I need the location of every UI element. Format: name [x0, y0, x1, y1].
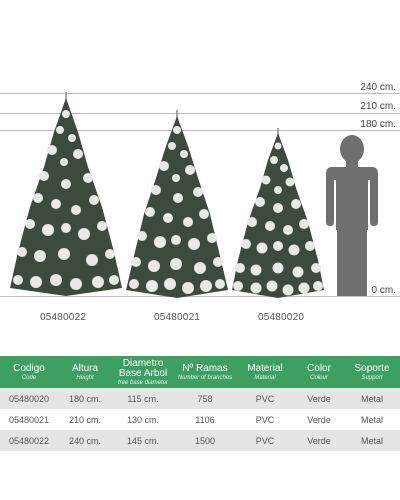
tree-code-05480021: 05480021 [154, 312, 201, 323]
header-diametro: Diametro Base Arbol tree base diameter [112, 356, 174, 388]
cell-height: 240 cm. [58, 430, 112, 451]
scale-line-180 [0, 130, 400, 131]
scale-label-210: 210 cm. [360, 101, 396, 112]
cell-color: Verde [294, 409, 344, 430]
cell-support: Metal [344, 409, 400, 430]
header-label: Altura [71, 363, 99, 374]
scale-label-180: 180 cm. [360, 119, 396, 130]
cell-code: 05480020 [0, 388, 58, 409]
header-soporte: Soporte Support [344, 356, 400, 388]
table-row: 05480020 180 cm. 115 cm. 758 PVC Verde M… [0, 388, 400, 409]
header-sublabel: Colour [310, 375, 328, 381]
cell-height: 210 cm. [58, 409, 112, 430]
table-row: 05480021 210 cm. 130 cm. 1106 PVC Verde … [0, 409, 400, 430]
cell-color: Verde [294, 430, 344, 451]
header-altura: Altura Height [58, 356, 112, 388]
header-sublabel: Material [254, 375, 276, 381]
header-sublabel: Code [21, 375, 37, 381]
cell-material: PVC [236, 388, 294, 409]
tree-code-05480022: 05480022 [40, 312, 87, 323]
header-sublabel: Support [361, 375, 383, 381]
cell-diameter: 145 cm. [112, 430, 174, 451]
human-silhouette-icon [326, 135, 378, 296]
cell-diameter: 115 cm. [112, 388, 174, 409]
header-label: Diametro Base Arbol [118, 358, 168, 379]
header-label: Nº Ramas [182, 363, 228, 374]
scale-label-240: 240 cm. [360, 82, 396, 93]
specification-table: Codigo Code Altura Height Diametro Base … [0, 356, 400, 451]
header-codigo: Codigo Code [0, 356, 58, 388]
scale-line-240 [0, 93, 400, 94]
christmas-tree-image [10, 92, 122, 296]
cell-code: 05480021 [0, 409, 58, 430]
cell-support: Metal [344, 388, 400, 409]
scale-line-0 [0, 296, 400, 297]
christmas-tree-image [126, 110, 228, 298]
table-header-row: Codigo Code Altura Height Diametro Base … [0, 356, 400, 388]
header-label: Soporte [354, 363, 390, 374]
cell-color: Verde [294, 388, 344, 409]
cell-code: 05480022 [0, 430, 58, 451]
header-label: Color [307, 363, 331, 374]
header-sublabel: Number of branches [177, 375, 233, 381]
cell-material: PVC [236, 430, 294, 451]
cell-diameter: 130 cm. [112, 409, 174, 430]
cell-branches: 1106 [174, 409, 236, 430]
cell-support: Metal [344, 430, 400, 451]
header-label: Codigo [13, 363, 45, 374]
scale-label-0: 0 cm. [371, 285, 396, 296]
header-sublabel: tree base diameter [117, 380, 169, 386]
header-color: Color Colour [294, 356, 344, 388]
christmas-tree-image [232, 128, 324, 298]
tree-code-05480020: 05480020 [258, 312, 305, 323]
header-ramas: Nº Ramas Number of branches [174, 356, 236, 388]
table-row: 05480022 240 cm. 145 cm. 1500 PVC Verde … [0, 430, 400, 451]
cell-branches: 1500 [174, 430, 236, 451]
cell-height: 180 cm. [58, 388, 112, 409]
cell-branches: 758 [174, 388, 236, 409]
header-material: Material Material [236, 356, 294, 388]
header-sublabel: Height [76, 375, 94, 381]
cell-material: PVC [236, 409, 294, 430]
scale-line-210 [0, 113, 400, 114]
header-label: Material [247, 363, 283, 374]
